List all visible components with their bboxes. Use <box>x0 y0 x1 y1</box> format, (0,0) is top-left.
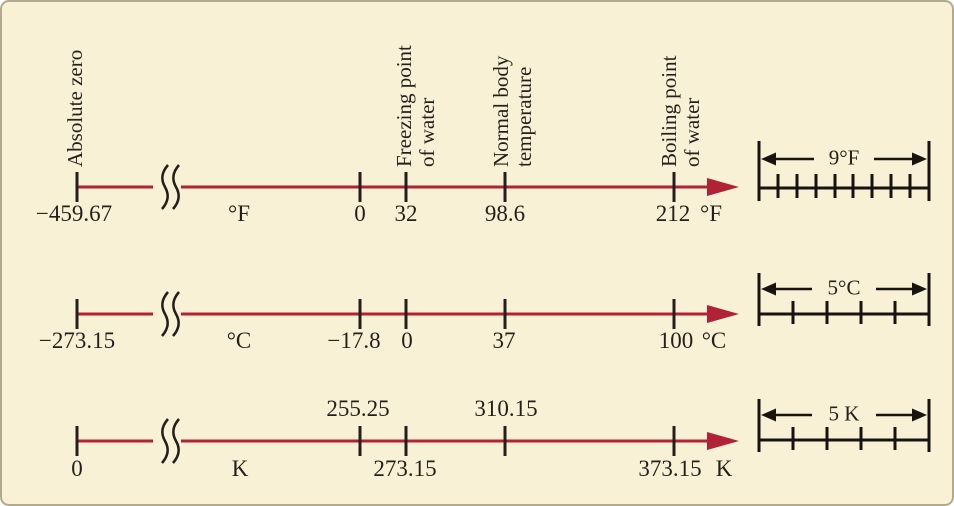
normal-body-annotation-line2: temperature <box>512 66 536 167</box>
celsius-interval-ruler <box>757 273 931 326</box>
fahrenheit-interval-label: 9°F <box>828 145 860 170</box>
celsius-ruler-left-arrow-icon <box>761 282 776 296</box>
fahrenheit-body-label: 98.6 <box>484 201 526 226</box>
fahrenheit-axis-name: °F <box>228 201 250 226</box>
celsius-ticks <box>75 299 676 329</box>
absolute-zero-annotation: Absolute zero <box>63 49 87 167</box>
boiling-point-annotation-line2: of water <box>680 97 704 167</box>
kelvin-start-label: 0 <box>71 456 83 481</box>
celsius-arrowhead-icon <box>707 305 739 323</box>
kelvin-ruler-left-arrow-icon <box>761 408 776 422</box>
kelvin-unit-label: K <box>715 456 733 481</box>
kelvin-arrowhead-icon <box>707 432 739 450</box>
normal-body-annotation-line1: Normal body <box>489 55 513 167</box>
celsius-unit-label: °C <box>701 328 727 353</box>
kelvin-axis-name: K <box>231 456 249 481</box>
fahrenheit-unit-label: °F <box>700 201 722 226</box>
kelvin-ruler-right-arrow-icon <box>912 408 927 422</box>
celsius-axis-break-icon <box>160 291 181 337</box>
kelvin-boiling-label: 373.15 <box>638 456 702 481</box>
celsius-body-label: 37 <box>492 328 516 353</box>
celsius-boiling-label: 100 <box>658 328 694 353</box>
fahrenheit-ruler-left-arrow-icon <box>761 152 776 166</box>
freezing-point-annotation-line1: Freezing point <box>392 45 416 167</box>
kelvin-ticks <box>75 426 676 456</box>
fahrenheit-ruler-right-arrow-icon <box>912 152 927 166</box>
freezing-point-annotation-line2: of water <box>415 97 439 167</box>
fahrenheit-axis-break-icon <box>160 164 181 210</box>
celsius-start-label: −273.15 <box>38 328 116 353</box>
kelvin-interval-ruler <box>757 399 931 452</box>
normal-body-annotation: Normal body temperature <box>489 55 536 167</box>
kelvin-freezing-label: 273.15 <box>373 456 437 481</box>
kelvin-interval-label: 5 K <box>828 401 860 426</box>
boiling-point-annotation-line1: Boiling point <box>657 55 681 167</box>
celsius-ruler-right-arrow-icon <box>912 282 927 296</box>
freezing-point-annotation: Freezing point of water <box>392 45 439 167</box>
celsius-axis-name: °C <box>226 328 252 353</box>
fahrenheit-zero-label: 0 <box>354 201 366 226</box>
celsius-freezing-label: 0 <box>401 328 413 353</box>
kelvin-zero-f-label: 255.25 <box>326 396 390 421</box>
fahrenheit-arrowhead-icon <box>707 178 739 196</box>
kelvin-axis-break-icon <box>160 418 181 464</box>
kelvin-body-label: 310.15 <box>474 396 538 421</box>
fahrenheit-start-label: −459.67 <box>35 201 113 226</box>
fahrenheit-freezing-label: 32 <box>394 201 418 226</box>
celsius-zero-f-label: −17.8 <box>327 328 381 353</box>
fahrenheit-boiling-label: 212 <box>655 201 691 226</box>
fahrenheit-interval-ruler <box>757 141 931 201</box>
fahrenheit-ticks <box>75 172 676 202</box>
boiling-point-annotation: Boiling point of water <box>657 55 704 167</box>
celsius-interval-label: 5°C <box>827 275 861 300</box>
